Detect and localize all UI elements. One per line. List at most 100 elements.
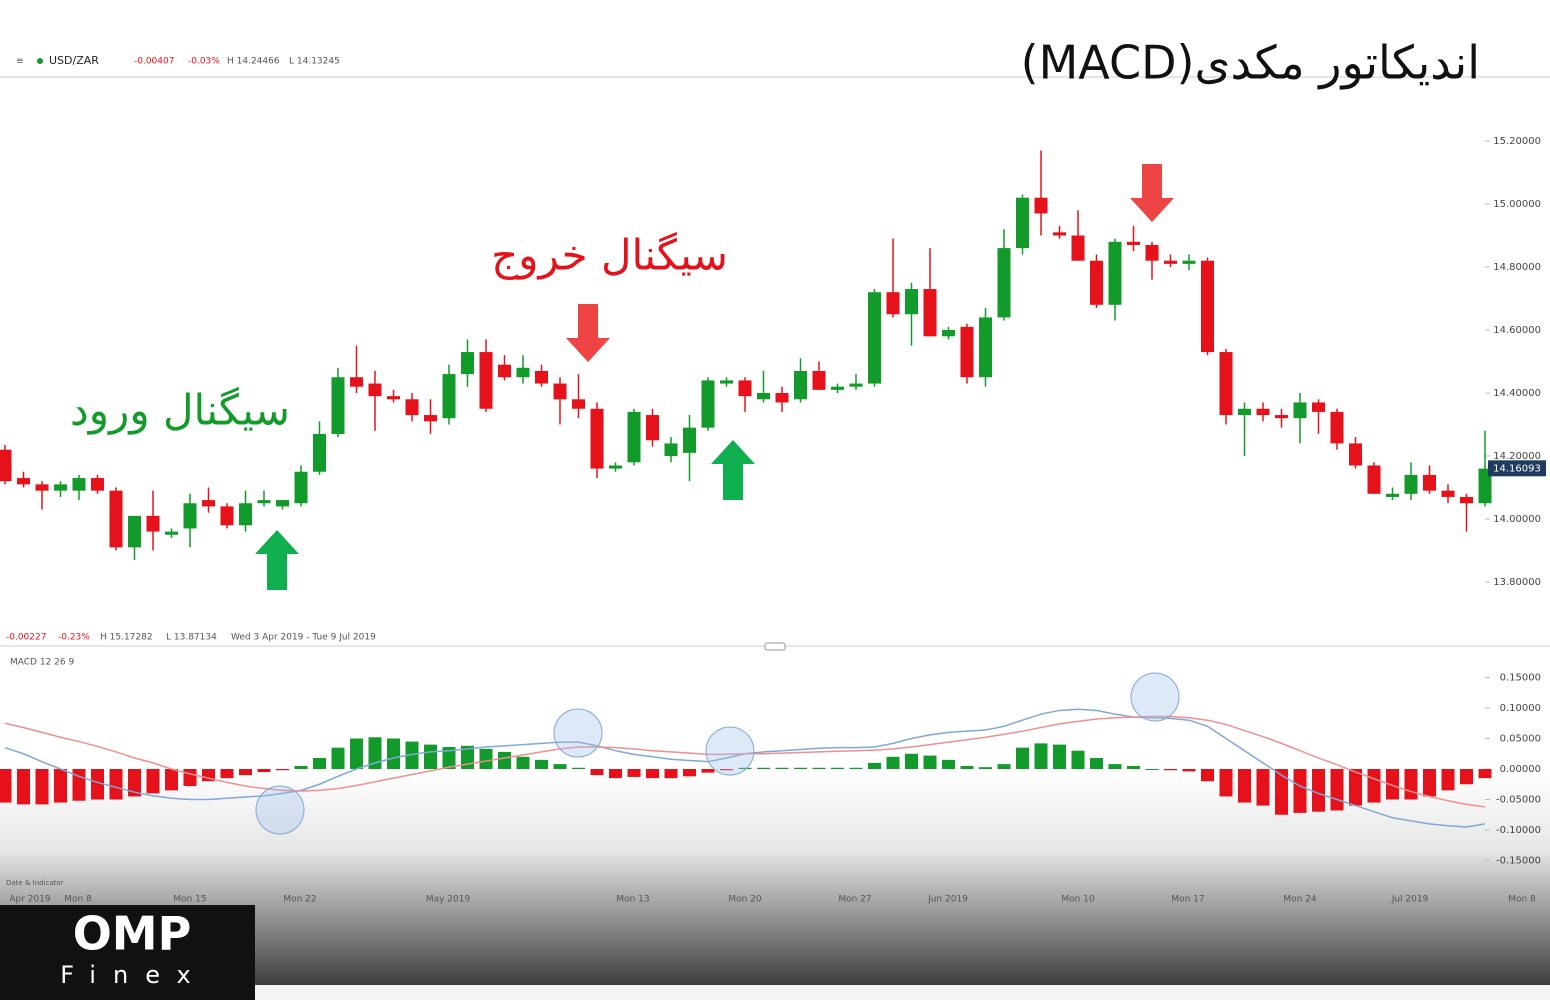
logo-sub: Finex bbox=[60, 961, 207, 989]
histogram-bar bbox=[886, 756, 900, 769]
range-change-pct: -0.23% bbox=[58, 633, 90, 643]
x-tick-label: Mon 10 bbox=[1061, 895, 1095, 905]
menu-icon[interactable]: ≡ bbox=[16, 57, 24, 67]
histogram-bar bbox=[1423, 769, 1436, 797]
candle-body bbox=[701, 380, 715, 428]
candle-body bbox=[0, 449, 12, 482]
high: H 14.24466 bbox=[227, 57, 280, 67]
histogram-bar bbox=[1182, 769, 1196, 772]
histogram-bar bbox=[849, 767, 863, 769]
candle-body bbox=[331, 377, 345, 434]
histogram-bar bbox=[405, 741, 419, 769]
candle-body bbox=[239, 503, 252, 526]
histogram-bar bbox=[257, 769, 271, 773]
histogram-bar bbox=[442, 747, 456, 769]
y-tick-label: 14.20000 bbox=[1493, 451, 1541, 462]
candle-body bbox=[775, 393, 789, 403]
histogram-bar bbox=[313, 758, 326, 769]
histogram-bar bbox=[997, 764, 1011, 769]
crossover-circle bbox=[255, 785, 305, 835]
candle-body bbox=[257, 500, 271, 504]
pane-handle[interactable] bbox=[764, 642, 786, 651]
candle-body bbox=[442, 374, 456, 419]
candle-body bbox=[1256, 408, 1270, 416]
crossover-circle bbox=[705, 726, 755, 776]
histogram-bar bbox=[1016, 747, 1029, 769]
x-tick-label: Mon 17 bbox=[1171, 895, 1204, 905]
candle-body bbox=[1460, 496, 1473, 504]
candle-body bbox=[1127, 241, 1140, 245]
candle-body bbox=[313, 433, 326, 472]
candle-body bbox=[202, 500, 215, 507]
x-tick-label: Mon 8 bbox=[64, 895, 92, 905]
histogram-bar bbox=[516, 756, 530, 769]
candle-body bbox=[1386, 493, 1399, 497]
candle-body bbox=[387, 396, 400, 400]
histogram-bar bbox=[1460, 769, 1473, 785]
x-tick-label: Mon 20 bbox=[728, 895, 762, 905]
sell-arrow bbox=[566, 304, 610, 362]
last-price-box bbox=[1488, 460, 1546, 477]
candle-body bbox=[849, 383, 863, 387]
candle-body bbox=[1423, 474, 1436, 491]
histogram-bar bbox=[146, 769, 160, 794]
candle-body bbox=[516, 367, 530, 378]
candle-body bbox=[590, 408, 604, 469]
x-tick-label: Mon 15 bbox=[173, 895, 206, 905]
histogram-bar bbox=[1404, 769, 1418, 800]
candle-body bbox=[683, 427, 696, 453]
candle-body bbox=[627, 411, 641, 463]
x-tick-label: May 2019 bbox=[426, 895, 471, 905]
range-dates: Wed 3 Apr 2019 - Tue 9 Jul 2019 bbox=[231, 633, 376, 643]
histogram-bar bbox=[0, 769, 12, 803]
histogram-bar bbox=[1238, 769, 1251, 803]
candle-body bbox=[886, 292, 900, 315]
histogram-bar bbox=[1478, 769, 1492, 779]
candle-body bbox=[35, 484, 49, 491]
histogram-bar bbox=[794, 767, 807, 769]
candle-body bbox=[553, 383, 567, 400]
histogram-bar bbox=[424, 744, 437, 769]
y-tick-label: 0.00000 bbox=[1500, 764, 1541, 775]
logo-name: OMP bbox=[73, 907, 192, 961]
candle-body bbox=[720, 380, 733, 384]
histogram-bar bbox=[775, 767, 789, 769]
y-tick-label: 14.00000 bbox=[1493, 514, 1541, 525]
candle-body bbox=[1201, 260, 1214, 353]
date-indicator: Date & Indicator bbox=[6, 879, 64, 887]
candle-body bbox=[461, 352, 474, 375]
candle-body bbox=[1016, 197, 1029, 249]
candle-body bbox=[609, 465, 622, 469]
histogram-bar bbox=[720, 769, 733, 771]
symbol[interactable]: USD/ZAR bbox=[49, 54, 99, 67]
histogram-bar bbox=[960, 765, 974, 769]
candle-body bbox=[368, 383, 382, 397]
histogram-bar bbox=[1071, 750, 1085, 769]
histogram-bar bbox=[553, 764, 567, 769]
histogram-bar bbox=[1108, 764, 1122, 769]
y-tick-label: -0.05000 bbox=[1496, 795, 1541, 806]
x-tick-label: Jun 2019 bbox=[927, 895, 968, 905]
candle-body bbox=[183, 503, 197, 529]
histogram-bar bbox=[183, 769, 197, 787]
histogram-bar bbox=[627, 769, 641, 777]
candle-body bbox=[1053, 232, 1066, 236]
histogram-bar bbox=[664, 769, 678, 779]
candle-body bbox=[757, 393, 770, 400]
histogram-bar bbox=[1219, 769, 1233, 797]
range-high: H 15.17282 bbox=[100, 633, 153, 643]
candle-body bbox=[1441, 490, 1455, 497]
histogram-bar bbox=[868, 762, 881, 769]
candle-body bbox=[1404, 474, 1418, 494]
range-change: -0.00227 bbox=[6, 633, 46, 643]
histogram-bar bbox=[757, 767, 770, 769]
candle-body bbox=[128, 515, 141, 548]
histogram-bar bbox=[109, 769, 123, 800]
candle-body bbox=[1367, 465, 1381, 494]
histogram-bar bbox=[1312, 769, 1325, 812]
histogram-bar bbox=[572, 767, 585, 769]
logo-panel bbox=[0, 905, 255, 1000]
x-tick-label: Mon 22 bbox=[283, 895, 316, 905]
histogram-bar bbox=[276, 769, 289, 771]
candle-body bbox=[1238, 408, 1251, 416]
